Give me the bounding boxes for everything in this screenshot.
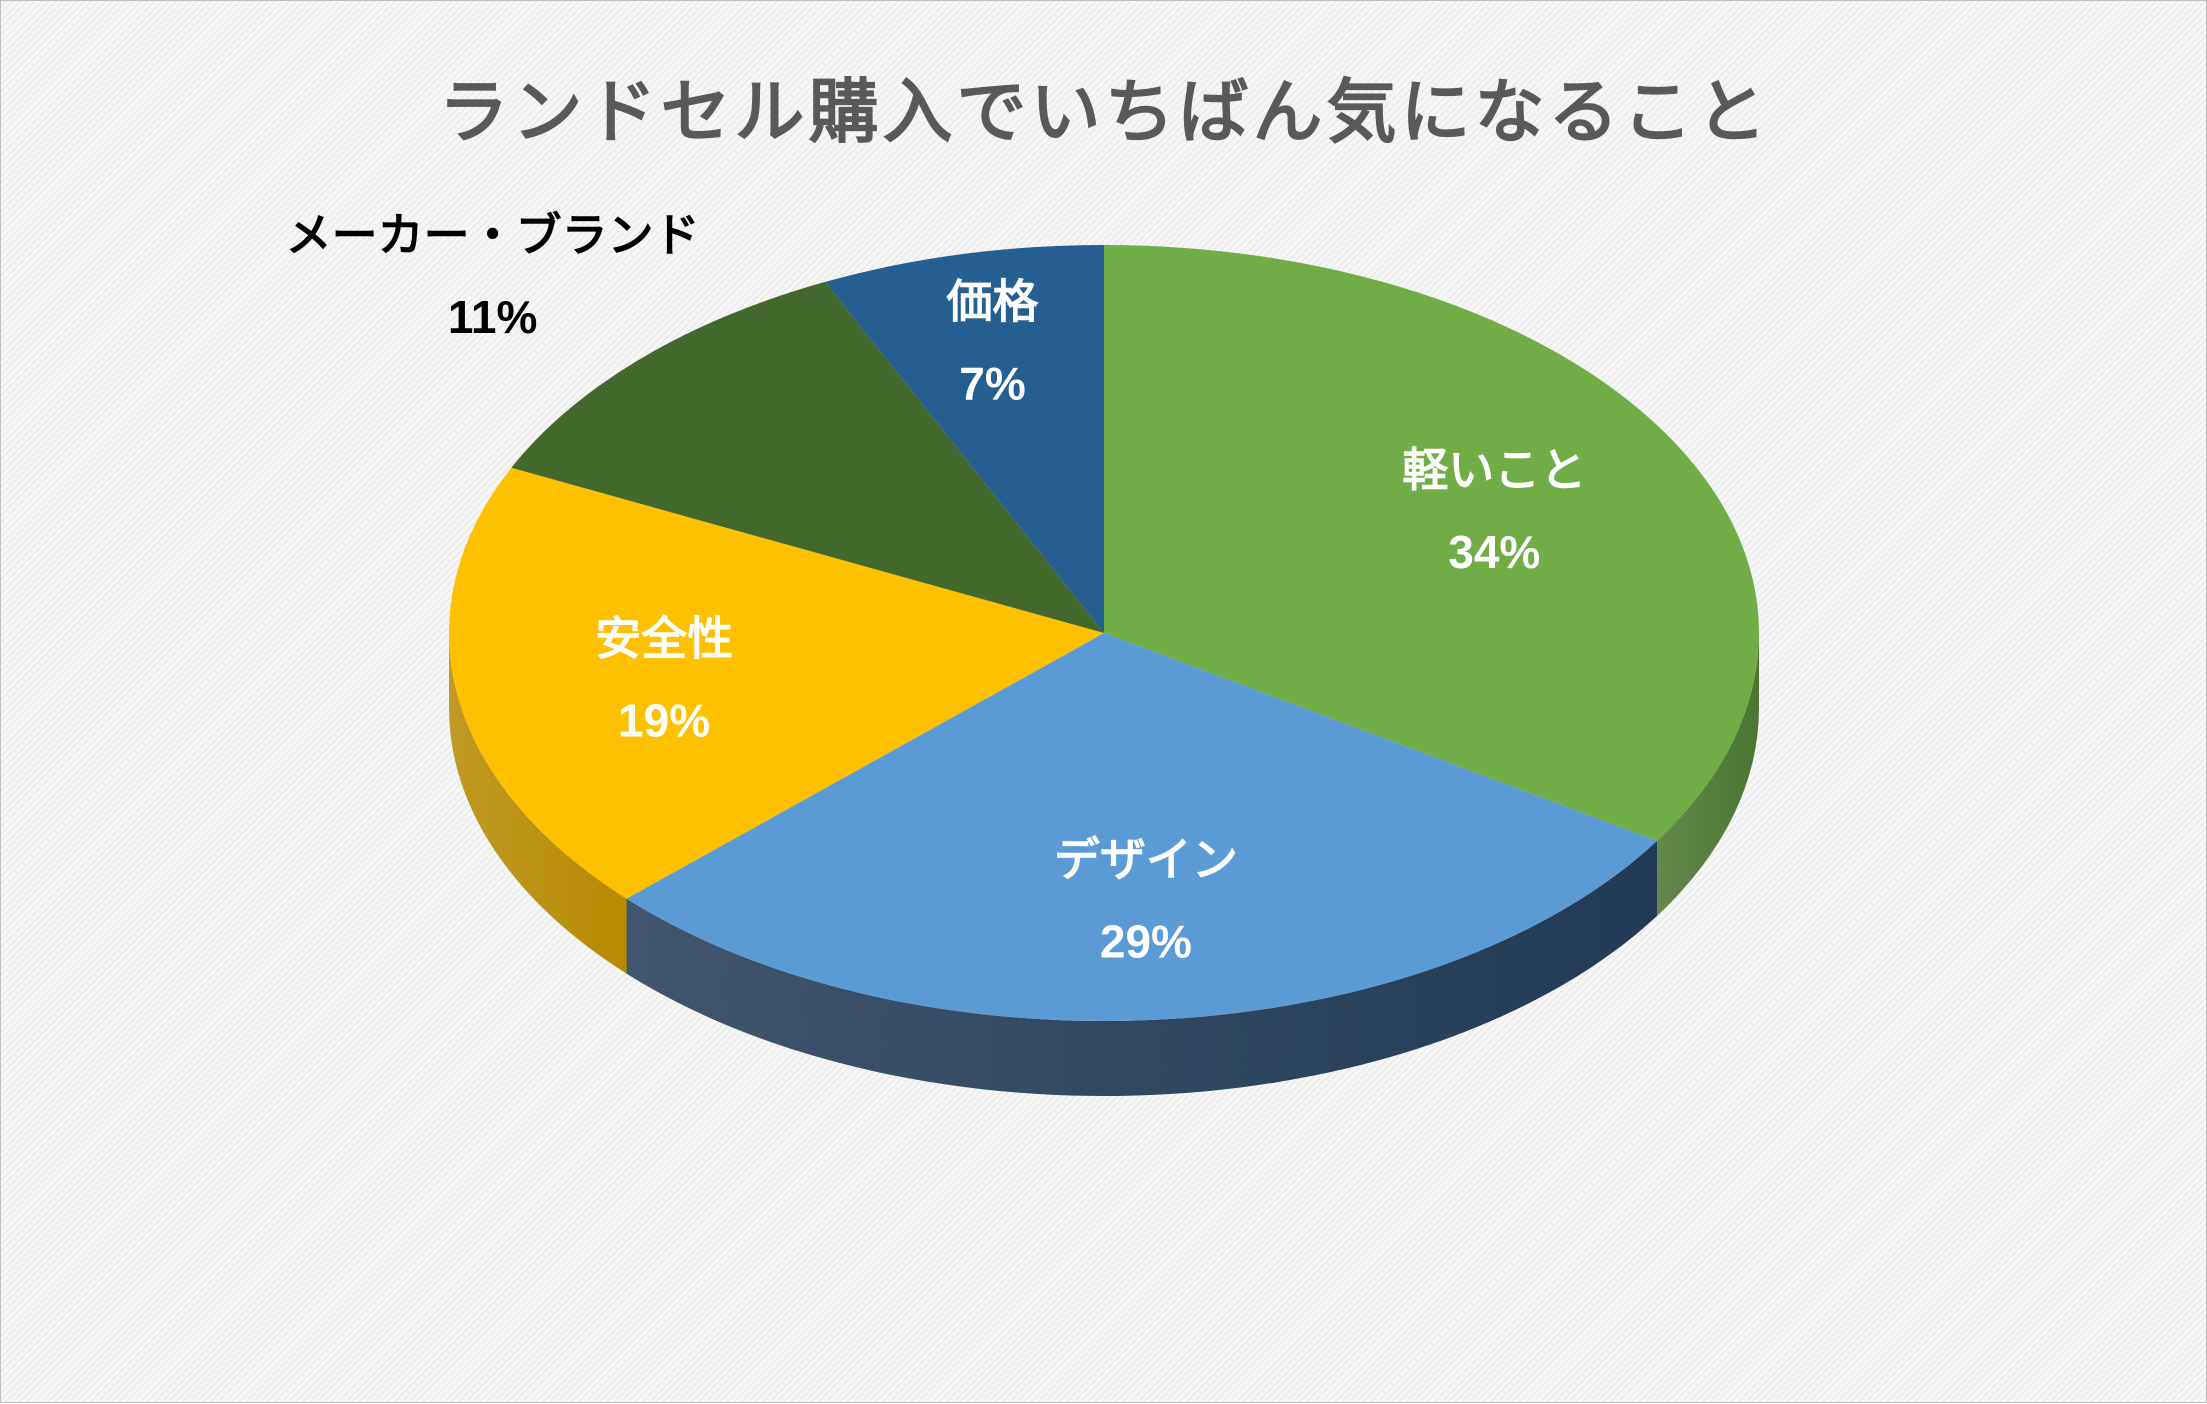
slice-3 xyxy=(511,281,1105,633)
slice-4 xyxy=(825,245,1104,633)
data-label-value-1: 29% xyxy=(1100,916,1192,968)
pie-slices xyxy=(449,245,1759,1021)
data-label-category-1: デザイン xyxy=(1054,833,1238,887)
data-labels: 軽いこと 34% デザイン 29% 安全性 19% メーカー・ブランド 11% 価格 7% xyxy=(286,208,1587,968)
pie-side-1 xyxy=(626,840,1658,1096)
pie-side-0 xyxy=(1657,633,1759,916)
pie-side-2 xyxy=(449,633,627,974)
slice-2 xyxy=(449,467,1104,899)
data-label-category-3: メーカー・ブランド xyxy=(286,208,700,262)
chart-title: ランドセル購入でいちばん気になること xyxy=(438,71,1771,153)
slice-0 xyxy=(1104,245,1759,841)
data-label-category-2: 安全性 xyxy=(595,611,733,665)
data-label-value-2: 19% xyxy=(618,694,710,746)
data-label-value-3: 11% xyxy=(448,291,538,343)
slice-1 xyxy=(626,633,1658,1021)
data-label-value-4: 7% xyxy=(959,358,1025,410)
data-label-value-0: 34% xyxy=(1448,526,1540,578)
data-label-category-4: 価格 xyxy=(946,275,1040,329)
pie-side-walls xyxy=(449,633,1759,1096)
data-label-category-0: 軽いこと xyxy=(1402,443,1586,497)
